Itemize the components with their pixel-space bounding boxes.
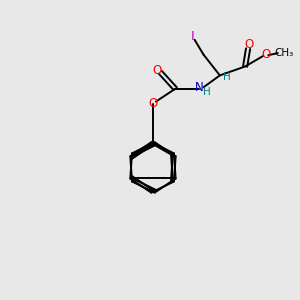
Text: N: N [195,81,203,94]
Text: O: O [244,38,253,51]
Text: O: O [148,97,158,110]
Text: O: O [152,64,161,77]
Text: CH₃: CH₃ [275,47,294,58]
Text: H: H [203,87,211,97]
Text: I: I [191,30,195,43]
Text: O: O [261,48,271,61]
Text: H: H [223,72,230,82]
